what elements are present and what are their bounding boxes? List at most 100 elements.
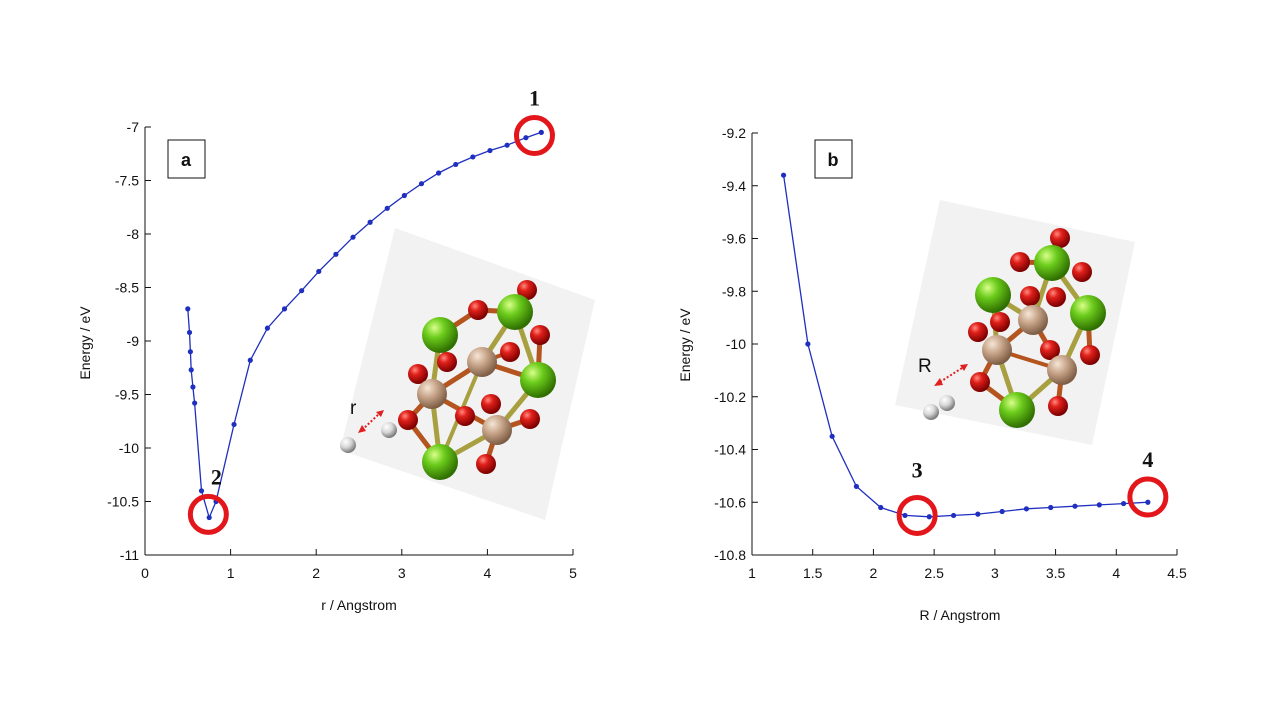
data-point-a-22 [453,161,459,168]
data-point-a-2 [187,349,193,355]
series-a [185,129,544,521]
data-point-b-2 [829,433,835,439]
x-tick-label-a-0: 0 [141,565,149,581]
y-tick-label-a-2: -10 [119,440,139,456]
y-tick-label-b-2: -10.4 [714,442,746,458]
highlight-label-3: 3 [912,457,923,482]
y-tick-label-b-8: -9.2 [722,125,746,141]
y-axis-title-b: Energy / eV [677,308,693,382]
markers-a: 12 [187,86,555,535]
data-point-a-15 [333,251,339,257]
highlight-ring-3 [896,494,938,536]
y-tick-label-b-3: -10.2 [714,389,746,405]
axes-a: -11 -10.5 -10 -9.5 -9 -8.5 -8 -7.5 -7 0 1 2 3 4 5 [107,119,577,581]
x-axis-title-a: r / Angstrom [321,597,396,613]
x-tick-label-a-3: 3 [398,565,406,581]
molecule-inset-a: r [340,228,595,520]
x-tick-label-a-2: 2 [312,565,320,581]
data-point-a-19 [401,192,407,199]
panel-letter-b: b [828,150,839,170]
x-tick-label-b-5: 3.5 [1046,565,1066,581]
y-tick-label-a-3: -9.5 [115,387,139,403]
data-point-a-21 [436,170,442,176]
series-line-b [782,175,1148,518]
data-point-a-0 [185,306,191,312]
panel-letter-box-a: a [167,139,206,179]
data-point-a-10 [247,357,253,363]
data-point-a-9 [231,421,237,428]
data-point-a-4 [190,384,196,390]
data-point-a-16 [350,234,356,240]
x-tick-label-b-1: 1.5 [803,565,823,581]
data-point-b-14 [1120,500,1127,507]
y-tick-label-b-7: -9.4 [722,178,746,194]
data-point-b-11 [1048,504,1054,511]
data-point-a-14 [316,268,322,275]
data-point-b-15 [1145,499,1151,505]
data-point-b-1 [805,341,811,347]
data-point-a-3 [188,367,194,373]
y-tick-label-b-1: -10.6 [714,494,746,510]
panel-a: r -11-10.5-10-9.5-9-8.5-8-7.5-70 1 2 3 4 5 12… [77,86,595,613]
data-point-a-18 [384,205,390,211]
data-point-a-12 [281,306,288,312]
highlight-label-4: 4 [1142,447,1153,472]
y-tick-label-a-5: -8.5 [115,280,139,296]
x-tick-label-b-3: 2.5 [924,565,944,581]
y-tick-label-a-6: -8 [127,226,140,242]
y-tick-label-b-0: -10.8 [714,547,746,563]
y-axis-title-a: Energy / eV [77,306,93,380]
data-point-a-27 [538,129,544,135]
y-tick-label-b-5: -9.8 [722,283,746,299]
x-tick-label-a-1: 1 [227,565,235,581]
data-point-b-10 [1023,506,1030,512]
x-tick-label-a-5: 5 [569,565,577,581]
series-line-a [187,131,542,520]
highlight-ring-1 [513,115,555,157]
data-point-a-20 [418,181,425,187]
panel-b: R -10.8 -10.6 -10.4 -10.2 -10 -9.8 -9.6 -9.4 -9.… [677,125,1187,623]
panel-letter-box-b: b [814,139,853,179]
data-point-b-7 [950,512,957,519]
x-tick-label-b-6: 4 [1112,565,1120,581]
data-point-b-13 [1096,502,1102,508]
x-axis-title-b: R / Angstrom [920,607,1001,623]
highlight-ring-2 [187,493,229,535]
data-point-b-0 [780,172,787,178]
data-point-a-5 [192,400,198,406]
panel-letter-a: a [181,150,192,170]
series-b [780,172,1151,520]
inset-coordinate-label-b: R [918,356,932,377]
x-tick-label-b-7: 4.5 [1167,565,1187,581]
data-point-a-17 [367,219,373,225]
data-point-b-12 [1072,503,1078,509]
data-point-a-24 [487,147,493,154]
axes-b: -10.8 -10.6 -10.4 -10.2 -10 -9.8 -9.6 -9.4 -9.2 1… [714,125,1187,581]
y-tick-label-a-1: -10.5 [107,494,139,510]
x-tick-label-b-0: 1 [748,565,756,581]
data-point-a-13 [299,288,305,294]
data-point-a-6 [198,488,205,494]
y-tick-label-a-7: -7.5 [115,173,139,189]
inset-coordinate-label-a: r [350,398,357,419]
molecule-inset-b: R [895,200,1135,445]
data-point-a-11 [264,325,271,331]
x-tick-label-a-4: 4 [484,565,492,581]
x-tick-label-b-4: 3 [991,565,999,581]
data-point-b-4 [878,504,884,511]
data-point-a-23 [470,154,476,160]
data-point-b-8 [975,511,981,517]
data-point-a-25 [504,142,510,148]
y-tick-label-b-6: -9.6 [722,231,746,247]
data-point-b-9 [999,508,1005,515]
highlight-label-2: 2 [211,464,222,489]
data-point-b-5 [902,512,908,519]
data-point-b-3 [853,483,860,490]
y-tick-label-a-0: -11 [120,547,139,563]
data-point-b-6 [926,514,932,520]
highlight-ring-4 [1127,476,1169,518]
y-tick-label-a-8: -7 [127,119,140,135]
y-tick-label-b-4: -10 [726,336,746,352]
